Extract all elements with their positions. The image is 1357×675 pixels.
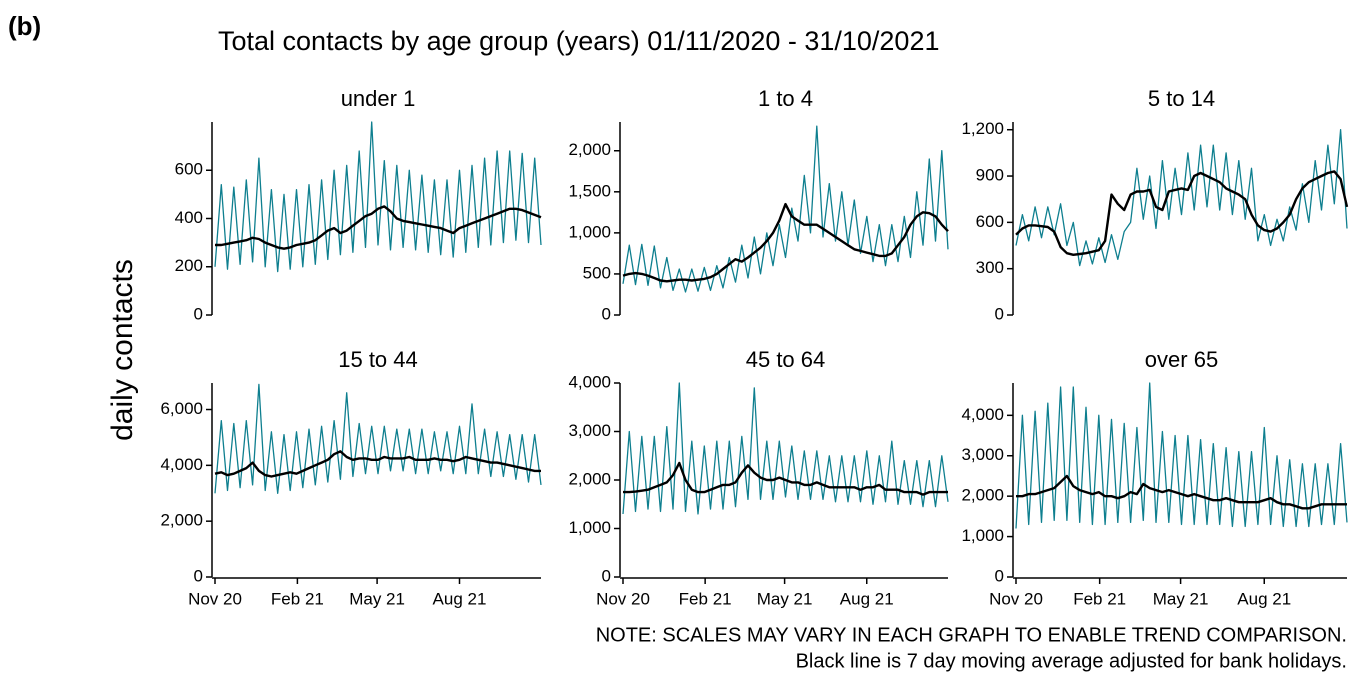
y-tick-label: 2,000 [568, 469, 611, 488]
panel-title: under 1 [341, 86, 416, 111]
panel-title: over 65 [1145, 347, 1218, 372]
x-tick-label: May 21 [757, 589, 813, 608]
series-line [1015, 129, 1348, 267]
y-tick-label: 900 [976, 166, 1004, 185]
series-line [1015, 170, 1349, 256]
chart-title: Total contacts by age group (years) 01/1… [218, 26, 939, 56]
y-tick-label: 0 [194, 304, 203, 323]
y-tick-label: 0 [995, 304, 1004, 323]
y-tick-label: 1,000 [568, 518, 611, 537]
x-tick-label: Nov 20 [596, 589, 650, 608]
series-line [623, 461, 948, 496]
panel-title: 5 to 14 [1148, 86, 1215, 111]
y-tick-label: 0 [194, 566, 203, 585]
y-tick-label: 3,000 [568, 421, 611, 440]
x-tick-label: Feb 21 [1073, 589, 1126, 608]
x-tick-label: Feb 21 [271, 589, 324, 608]
note: NOTE: SCALES MAY VARY IN EACH GRAPH TO E… [596, 624, 1347, 646]
y-tick-label: 400 [175, 208, 203, 227]
panel-label: (b) [8, 11, 41, 41]
x-tick-label: May 21 [349, 589, 405, 608]
x-tick-label: Nov 20 [188, 589, 242, 608]
y-tick-label: 1,200 [961, 119, 1004, 138]
x-tick-label: Feb 21 [679, 589, 732, 608]
panel-title: 15 to 44 [338, 347, 418, 372]
series-line [1016, 474, 1347, 510]
y-tick-label: 2,000 [160, 511, 203, 530]
x-tick-label: Aug 21 [1237, 589, 1291, 608]
series-line [215, 205, 542, 250]
x-tick-label: May 21 [1153, 589, 1209, 608]
series-line [214, 383, 542, 494]
series-line [622, 382, 949, 515]
series-line [622, 202, 949, 283]
series-line [214, 450, 541, 478]
y-tick-label: 4,000 [568, 372, 611, 391]
y-tick-label: 4,000 [961, 405, 1004, 424]
y-tick-label: 6,000 [160, 399, 203, 418]
y-tick-label: 0 [602, 304, 611, 323]
series-line [1015, 382, 1348, 529]
y-tick-label: 300 [976, 258, 1004, 277]
y-tick-label: 3,000 [961, 445, 1004, 464]
y-tick-label: 600 [976, 212, 1004, 231]
panel-title: 45 to 64 [746, 347, 826, 372]
y-tick-label: 0 [602, 566, 611, 585]
x-tick-label: Aug 21 [433, 589, 487, 608]
y-axis-label: daily contacts [106, 259, 139, 441]
y-tick-label: 600 [175, 160, 203, 179]
y-tick-label: 1,000 [961, 526, 1004, 545]
x-tick-label: Nov 20 [989, 589, 1043, 608]
panel-title: 1 to 4 [758, 86, 813, 111]
y-tick-label: 1,500 [568, 181, 611, 200]
y-tick-label: 4,000 [160, 455, 203, 474]
y-tick-label: 2,000 [961, 486, 1004, 505]
y-tick-label: 0 [995, 566, 1004, 585]
x-tick-label: Aug 21 [840, 589, 894, 608]
y-tick-label: 2,000 [568, 140, 611, 159]
series-line [622, 125, 949, 293]
y-tick-label: 500 [583, 263, 611, 282]
note: Black line is 7 day moving average adjus… [796, 650, 1347, 672]
series-line [214, 121, 542, 273]
y-tick-label: 200 [175, 256, 203, 275]
y-tick-label: 1,000 [568, 222, 611, 241]
